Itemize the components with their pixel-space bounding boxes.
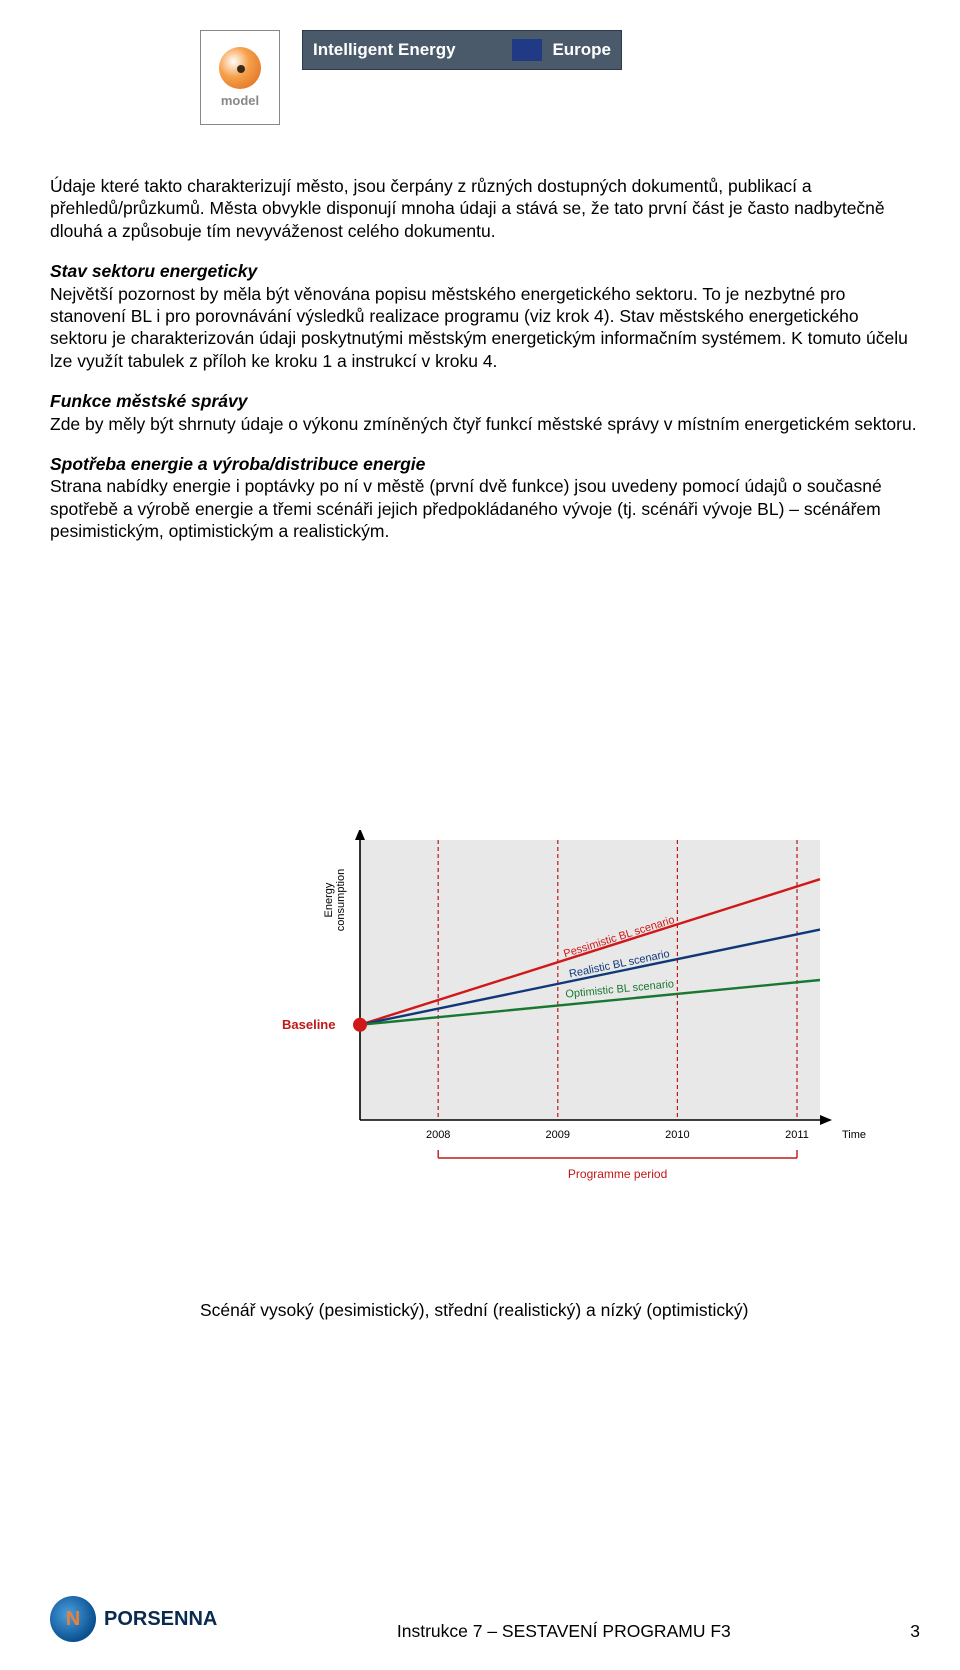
- para-intro: Údaje které takto charakterizují město, …: [50, 175, 920, 242]
- heading-consumption: Spotřeba energie a výroba/distribuce ene…: [50, 454, 425, 474]
- footer-instruction: Instrukce 7 – SESTAVENÍ PROGRAMU F3: [397, 1621, 731, 1642]
- svg-text:Programme period: Programme period: [568, 1167, 667, 1181]
- heading-city-admin: Funkce městské správy: [50, 391, 247, 411]
- porsenna-name: PORSENNA: [104, 1608, 217, 1631]
- para-city-admin: Zde by měly být shrnuty údaje o výkonu z…: [50, 414, 917, 434]
- document-body: Údaje které takto charakterizují město, …: [50, 175, 920, 560]
- section-consumption: Spotřeba energie a výroba/distribuce ene…: [50, 453, 920, 543]
- svg-text:Energyconsumption: Energyconsumption: [323, 869, 347, 931]
- svg-text:2010: 2010: [665, 1129, 689, 1141]
- para-energy-status: Největší pozornost by měla být věnována …: [50, 284, 908, 371]
- page-footer: N PORSENNA Instrukce 7 – SESTAVENÍ PROGR…: [50, 1596, 920, 1642]
- section-city-admin: Funkce městské správy Zde by měly být sh…: [50, 390, 920, 435]
- svg-text:2008: 2008: [426, 1129, 450, 1141]
- header-logos: model Intelligent Energy Europe: [200, 30, 622, 125]
- model-orb-icon: [219, 47, 261, 89]
- svg-text:Baseline: Baseline: [282, 1017, 335, 1032]
- scenario-chart-svg: Energyconsumption Baseline 2008 2009 2010 201…: [270, 830, 870, 1250]
- svg-text:2011: 2011: [785, 1129, 809, 1141]
- section-energy-status: Stav sektoru energeticky Největší pozorn…: [50, 260, 920, 372]
- intelligent-energy-banner: Intelligent Energy Europe: [302, 30, 622, 70]
- porsenna-disc-icon: N: [50, 1596, 96, 1642]
- model-logo: model: [200, 30, 280, 125]
- svg-text:2009: 2009: [546, 1129, 570, 1141]
- model-logo-text: model: [221, 93, 259, 108]
- ie-text-right: Europe: [552, 40, 611, 60]
- eu-flag-icon: [512, 39, 542, 61]
- chart-caption: Scénář vysoký (pesimistický), střední (r…: [200, 1300, 920, 1321]
- heading-energy-status: Stav sektoru energeticky: [50, 261, 257, 281]
- porsenna-logo: N PORSENNA: [50, 1596, 217, 1642]
- para-consumption: Strana nabídky energie i poptávky po ní …: [50, 476, 882, 541]
- page-number: 3: [910, 1621, 920, 1642]
- svg-text:Time: Time: [842, 1129, 866, 1141]
- ie-text-left: Intelligent Energy: [313, 40, 456, 60]
- scenario-chart: Energyconsumption Baseline 2008 2009 2010 201…: [270, 830, 870, 1250]
